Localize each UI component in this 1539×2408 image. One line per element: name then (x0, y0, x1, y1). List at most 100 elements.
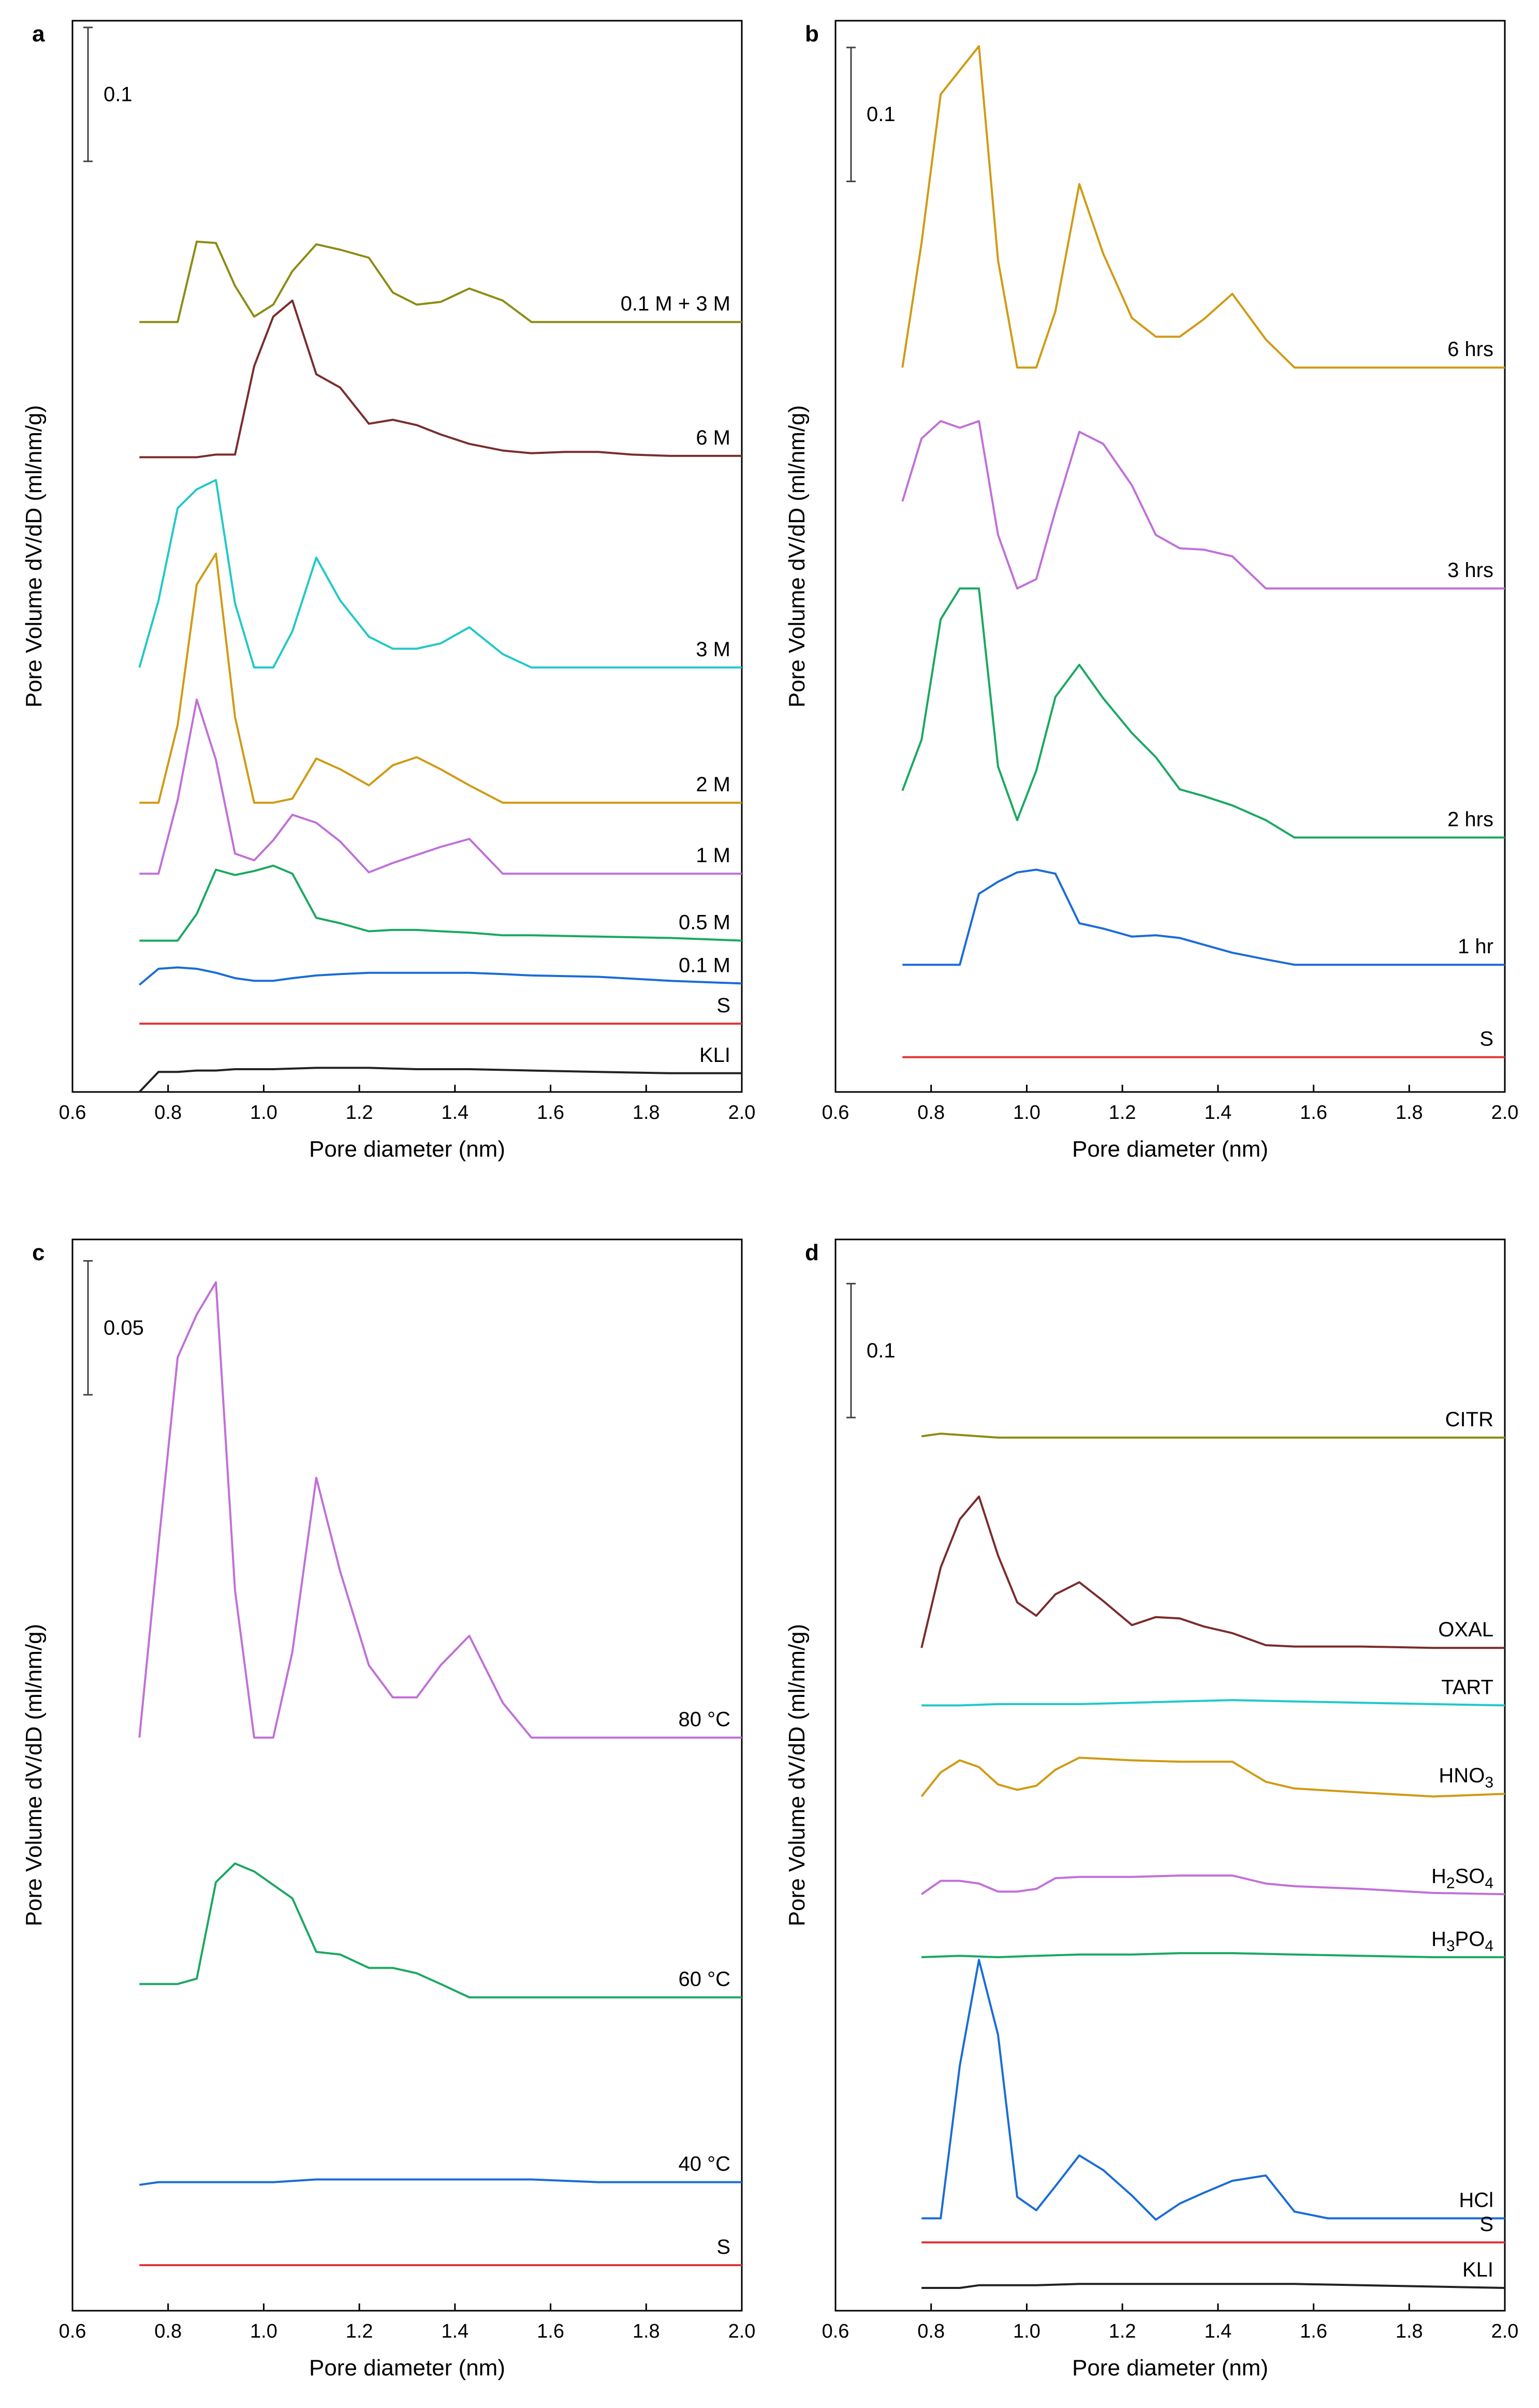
series-label: H3​PO4​ (1431, 1928, 1493, 1955)
x-tick-label: 0.6 (59, 2321, 86, 2342)
chart-panel-a: a 0.6 0.8 1.0 1.2 1.4 1.6 1.8 2.0 Pore diameter (… (21, 20, 756, 1162)
series-label: 0.1 M (679, 954, 730, 977)
x-axis-label: Pore diameter (nm) (1072, 1136, 1268, 1162)
series-line (920, 1756, 1505, 1798)
scale-bar-label: 0.05 (104, 1317, 144, 1339)
series-line (139, 552, 742, 804)
series-line (921, 1699, 1505, 1707)
series-label: CITR (1445, 1408, 1493, 1431)
panel-label: d (805, 1240, 819, 1265)
x-axis-label: Pore diameter (nm) (309, 2355, 505, 2381)
series-line (139, 240, 742, 323)
x-tick-label: 1.2 (1109, 1102, 1136, 1124)
panel-label: b (805, 21, 819, 47)
scale-bar-label: 0.1 (104, 83, 133, 106)
series-line (921, 1952, 1505, 1958)
series-label: 40 °C (679, 2153, 731, 2176)
series-line (139, 864, 742, 942)
series-label: S (1479, 1028, 1493, 1051)
x-axis-label: Pore diameter (nm) (309, 1136, 505, 1162)
series-line (139, 698, 742, 875)
series-label: OXAL (1438, 1618, 1493, 1641)
series-line (901, 587, 1505, 839)
series-label: 0.1 M + 3 M (621, 292, 730, 315)
series-label: 60 °C (679, 1968, 731, 1991)
series-label: KLI (1462, 2258, 1493, 2281)
plot-frame (71, 20, 743, 1093)
x-tick-label: 1.2 (346, 2321, 373, 2342)
x-tick-label: 1.0 (1013, 2321, 1040, 2342)
x-tick-label: 1.6 (537, 1102, 564, 1124)
plot-frame (71, 1238, 743, 2312)
x-axis-label: Pore diameter (nm) (1072, 2355, 1268, 2381)
series-line (138, 479, 742, 669)
x-tick-label: 1.2 (1109, 2321, 1136, 2342)
series-label: HCl (1459, 2189, 1493, 2211)
x-tick-label: 0.6 (822, 1102, 849, 1124)
series-line (901, 420, 1505, 590)
series-label: 0.5 M (679, 911, 730, 934)
x-tick-label: 1.4 (441, 1102, 468, 1124)
x-tick-label: 0.8 (917, 2321, 945, 2342)
y-axis-label: Pore Volume dV/dD (ml/nm/g) (21, 1624, 47, 1926)
x-tick-label: 1.8 (1396, 2321, 1423, 2342)
series-label: 1 M (696, 844, 730, 867)
series-label: S (716, 2236, 730, 2258)
x-tick-label: 1.6 (1300, 2321, 1327, 2342)
series-line (921, 1959, 1505, 2221)
series-line (138, 1067, 742, 1093)
x-tick-label: 1.4 (1204, 1102, 1232, 1124)
series-label: 2 M (696, 773, 730, 796)
series-label: 2 hrs (1447, 808, 1493, 831)
x-tick-label: 1.8 (633, 1102, 660, 1124)
chart-panel-b: b 0.6 0.8 1.0 1.2 1.4 1.6 1.8 2.0 Pore diameter (… (784, 20, 1518, 1162)
scale-bar-label: 0.1 (867, 103, 896, 126)
panel-label: c (32, 1240, 45, 1265)
series-label: 80 °C (679, 1708, 731, 1731)
series-label: 6 M (696, 426, 730, 449)
x-tick-label: 0.6 (822, 2321, 849, 2342)
series-line (139, 966, 742, 986)
series-label: HNO3​ (1439, 1764, 1493, 1791)
x-tick-label: 1.0 (1013, 1102, 1040, 1124)
x-tick-label: 2.0 (728, 2321, 756, 2342)
series-label: H2​SO4​ (1431, 1865, 1493, 1892)
scale-bar-label: 0.1 (867, 1339, 896, 1362)
series-label: S (716, 994, 730, 1017)
x-tick-label: 2.0 (1491, 2321, 1519, 2342)
plot-frame (834, 20, 1506, 1093)
x-tick-label: 1.6 (1300, 1102, 1327, 1124)
y-axis-label: Pore Volume dV/dD (ml/nm/g) (784, 1624, 810, 1926)
series-line (901, 45, 1505, 369)
plot-frame (834, 1238, 1506, 2312)
series-label: 3 M (696, 638, 730, 661)
series-line (920, 1495, 1505, 1649)
series-line (921, 1432, 1505, 1439)
chart-panel-c: c 0.6 0.8 1.0 1.2 1.4 1.6 1.8 2.0 Pore diameter (… (21, 1238, 756, 2381)
x-tick-label: 2.0 (728, 1102, 756, 1124)
series-label: 3 hrs (1447, 559, 1493, 582)
x-tick-label: 1.0 (250, 2321, 277, 2342)
series-line (921, 2283, 1505, 2289)
y-axis-label: Pore Volume dV/dD (ml/nm/g) (784, 405, 810, 707)
y-axis-label: Pore Volume dV/dD (ml/nm/g) (21, 405, 47, 707)
series-line (139, 2178, 742, 2186)
series-line (902, 868, 1505, 966)
series-line (139, 1862, 742, 1999)
panel-label: a (32, 21, 45, 47)
x-tick-label: 1.8 (1396, 1102, 1423, 1124)
series-line (138, 1281, 742, 1739)
x-tick-label: 0.8 (154, 1102, 182, 1124)
x-tick-label: 1.4 (1204, 2321, 1232, 2342)
x-tick-label: 1.0 (250, 1102, 277, 1124)
series-label: 6 hrs (1447, 338, 1493, 361)
x-tick-label: 1.4 (441, 2321, 468, 2342)
series-line (139, 299, 742, 459)
series-label: 1 hr (1458, 935, 1493, 958)
chart-panel-d: d 0.6 0.8 1.0 1.2 1.4 1.6 1.8 2.0 Pore diameter (… (784, 1238, 1519, 2381)
x-tick-label: 1.2 (346, 1102, 373, 1124)
x-tick-label: 1.8 (633, 2321, 660, 2342)
series-label: S (1479, 2213, 1493, 2236)
x-tick-label: 1.6 (537, 2321, 564, 2342)
